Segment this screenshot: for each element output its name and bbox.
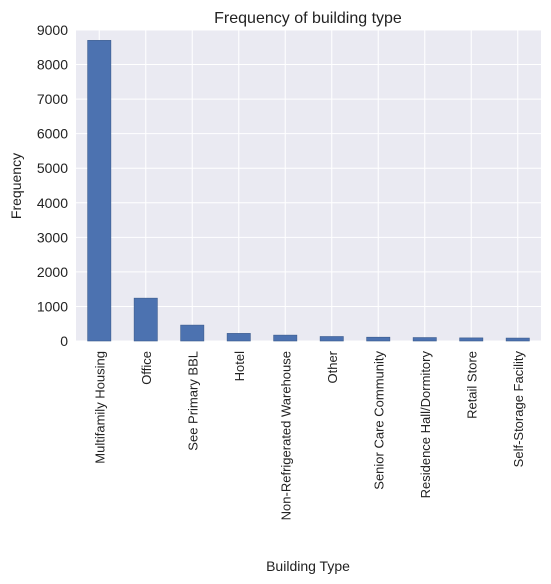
y-tick-label: 9000 xyxy=(37,22,68,38)
x-tick-label: Office xyxy=(139,351,154,385)
y-tick-label: 1000 xyxy=(37,298,68,314)
x-tick-label: Non-Refrigerated Warehouse xyxy=(278,351,293,520)
x-tick-label: Hotel xyxy=(232,351,247,381)
y-tick-label: 4000 xyxy=(37,195,68,211)
x-tick-label: See Primary BBL xyxy=(185,351,200,451)
bar xyxy=(226,333,251,342)
bar xyxy=(180,324,205,342)
y-axis-label: Frequency xyxy=(8,153,24,219)
y-tick-label: 7000 xyxy=(37,91,68,107)
bar-series xyxy=(87,40,530,342)
bar xyxy=(459,337,484,342)
y-axis-tick-labels: 0 1000 2000 3000 4000 5000 6000 7000 8000 9000 xyxy=(37,22,68,349)
bar xyxy=(366,336,391,342)
y-tick-label: 0 xyxy=(60,333,68,349)
bar xyxy=(133,297,158,342)
x-axis-tick-labels: Multifamily Housing Office See Primary BBL… xyxy=(92,350,526,520)
bar xyxy=(319,336,344,342)
bar xyxy=(505,337,530,342)
x-tick-label: Residence Hall/Dormitory xyxy=(418,351,433,499)
y-tick-label: 3000 xyxy=(37,229,68,245)
bar xyxy=(273,334,298,342)
x-tick-label: Other xyxy=(325,350,340,383)
bar xyxy=(87,40,112,342)
bar xyxy=(412,337,437,342)
y-tick-label: 5000 xyxy=(37,160,68,176)
chart-title: Frequency of building type xyxy=(214,10,402,27)
x-tick-label: Self-Storage Facility xyxy=(511,351,526,468)
y-tick-label: 2000 xyxy=(37,264,68,280)
x-tick-label: Senior Care Community xyxy=(371,351,386,490)
y-tick-label: 8000 xyxy=(37,57,68,73)
y-tick-label: 6000 xyxy=(37,126,68,142)
x-axis-label: Building Type xyxy=(266,558,350,574)
x-tick-label: Retail Store xyxy=(464,351,479,419)
plot-area xyxy=(76,30,541,341)
x-tick-label: Multifamily Housing xyxy=(92,351,107,464)
